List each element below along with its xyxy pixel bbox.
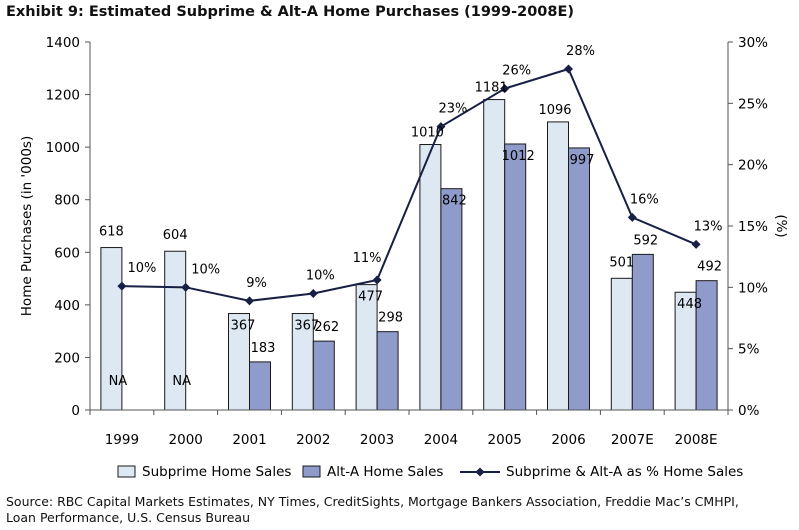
left-tick-label: 1400 xyxy=(46,35,80,51)
legend: Subprime Home Sales Alt-A Home Sales Subpr… xyxy=(117,464,743,480)
right-tick-label: 0% xyxy=(738,403,760,419)
right-tick-label: 30% xyxy=(738,35,768,51)
percent-marker xyxy=(117,281,127,291)
left-tick-label: 600 xyxy=(54,245,80,261)
legend-label-alt-a: Alt-A Home Sales xyxy=(327,464,443,480)
percent-value-label: 13% xyxy=(694,219,723,234)
alt-a-value-label: NA xyxy=(109,374,128,389)
percent-marker xyxy=(372,275,382,285)
data-labels: 618 604 367 367 477 1010 1181 1096 501 448 NA NA 183… xyxy=(99,44,723,389)
x-tick-label: 1999 xyxy=(105,432,139,448)
x-tick-label: 2008E xyxy=(675,432,718,448)
left-tick-label: 1000 xyxy=(46,140,80,156)
alt-a-bar xyxy=(440,188,463,411)
alt-a-bar xyxy=(249,361,271,411)
percent-value-label: 10% xyxy=(127,261,156,276)
percent-value-label: 16% xyxy=(630,192,659,207)
percent-line xyxy=(121,67,697,302)
axes: 0 200 400 600 800 1000 1200 1400 0% 5% 10% 15% 20% 25… xyxy=(19,35,789,448)
line-layer xyxy=(117,64,701,306)
percent-value-label: 28% xyxy=(566,44,595,59)
x-tick-label: 2002 xyxy=(296,432,330,448)
alt-a-value-label: 592 xyxy=(633,233,658,248)
subprime-value-label: 604 xyxy=(163,228,188,243)
alt-a-value-label: 1012 xyxy=(502,149,535,164)
subprime-value-label: 367 xyxy=(294,319,319,334)
subprime-value-label: 501 xyxy=(609,255,634,270)
subprime-value-label: 477 xyxy=(358,290,383,305)
percent-marker xyxy=(308,288,318,298)
alt-a-bar xyxy=(631,253,654,411)
left-tick-label: 400 xyxy=(54,298,80,314)
source-line: Source: RBC Capital Markets Estimates, N… xyxy=(6,494,739,509)
left-tick-label: 0 xyxy=(71,403,80,419)
percent-value-label: 9% xyxy=(246,276,267,291)
legend-swatch-alt-a xyxy=(302,465,321,478)
percent-marker xyxy=(627,212,637,222)
chart-title: Exhibit 9: Estimated Subprime & Alt-A Ho… xyxy=(6,4,575,20)
alt-a-value-label: 262 xyxy=(314,320,339,335)
percent-value-label: 11% xyxy=(353,251,382,266)
y-axis-right-title: (%) xyxy=(773,214,789,237)
subprime-value-label: 448 xyxy=(677,297,702,312)
left-tick-label: 800 xyxy=(54,193,80,209)
right-tick-label: 10% xyxy=(738,280,768,296)
alt-a-bar xyxy=(376,331,399,411)
percent-value-label: 26% xyxy=(502,64,531,79)
subprime-value-label: 367 xyxy=(231,319,256,334)
alt-a-value-label: 492 xyxy=(697,260,722,275)
x-tick-label: 2003 xyxy=(360,432,394,448)
percent-value-label: 10% xyxy=(191,262,220,277)
subprime-value-label: 1181 xyxy=(475,81,508,96)
subprime-value-label: 618 xyxy=(99,225,124,240)
alt-a-value-label: NA xyxy=(172,374,191,389)
alt-a-bar xyxy=(568,147,590,411)
bar-layer xyxy=(100,99,718,411)
y-axis-title: Home Purchases (in '000s) xyxy=(19,136,35,316)
percent-marker xyxy=(691,239,701,249)
source-note: Source: RBC Capital Markets Estimates, N… xyxy=(6,494,739,526)
alt-a-value-label: 183 xyxy=(251,341,276,356)
percent-marker xyxy=(436,122,446,132)
percent-value-label: 23% xyxy=(438,102,467,117)
left-tick-label: 200 xyxy=(54,350,80,366)
percent-value-label: 10% xyxy=(306,268,335,283)
percent-marker xyxy=(181,282,191,292)
percent-marker xyxy=(564,64,573,74)
x-tick-label: 2004 xyxy=(424,432,458,448)
right-tick-label: 15% xyxy=(738,219,768,235)
subprime-bar xyxy=(419,144,442,411)
subprime-bar xyxy=(610,277,633,411)
legend-label-percent: Subprime & Alt-A as % Home Sales xyxy=(506,464,743,480)
subprime-bar xyxy=(547,121,569,411)
alt-a-bar xyxy=(312,340,335,411)
alt-a-bar xyxy=(504,143,527,411)
legend-label-subprime: Subprime Home Sales xyxy=(142,464,291,480)
right-tick-label: 20% xyxy=(738,158,768,174)
subprime-value-label: 1010 xyxy=(411,126,444,141)
x-tick-label: 2000 xyxy=(169,432,203,448)
legend-marker-percent xyxy=(475,467,485,477)
left-tick-label: 1200 xyxy=(46,88,80,104)
source-line: Loan Performance, U.S. Census Bureau xyxy=(6,510,251,525)
subprime-bar xyxy=(483,99,506,411)
subprime-value-label: 1096 xyxy=(538,103,571,118)
x-tick-label: 2007E xyxy=(611,432,654,448)
alt-a-value-label: 842 xyxy=(442,194,467,209)
percent-marker xyxy=(245,296,254,306)
right-tick-label: 25% xyxy=(738,96,768,112)
x-tick-label: 2001 xyxy=(232,432,266,448)
alt-a-value-label: 298 xyxy=(378,311,403,326)
percent-marker xyxy=(500,84,510,94)
alt-a-value-label: 997 xyxy=(570,153,595,168)
x-tick-label: 2006 xyxy=(551,432,585,448)
x-tick-label: 2005 xyxy=(488,432,522,448)
legend-swatch-subprime xyxy=(117,465,136,478)
right-tick-label: 5% xyxy=(738,342,760,358)
